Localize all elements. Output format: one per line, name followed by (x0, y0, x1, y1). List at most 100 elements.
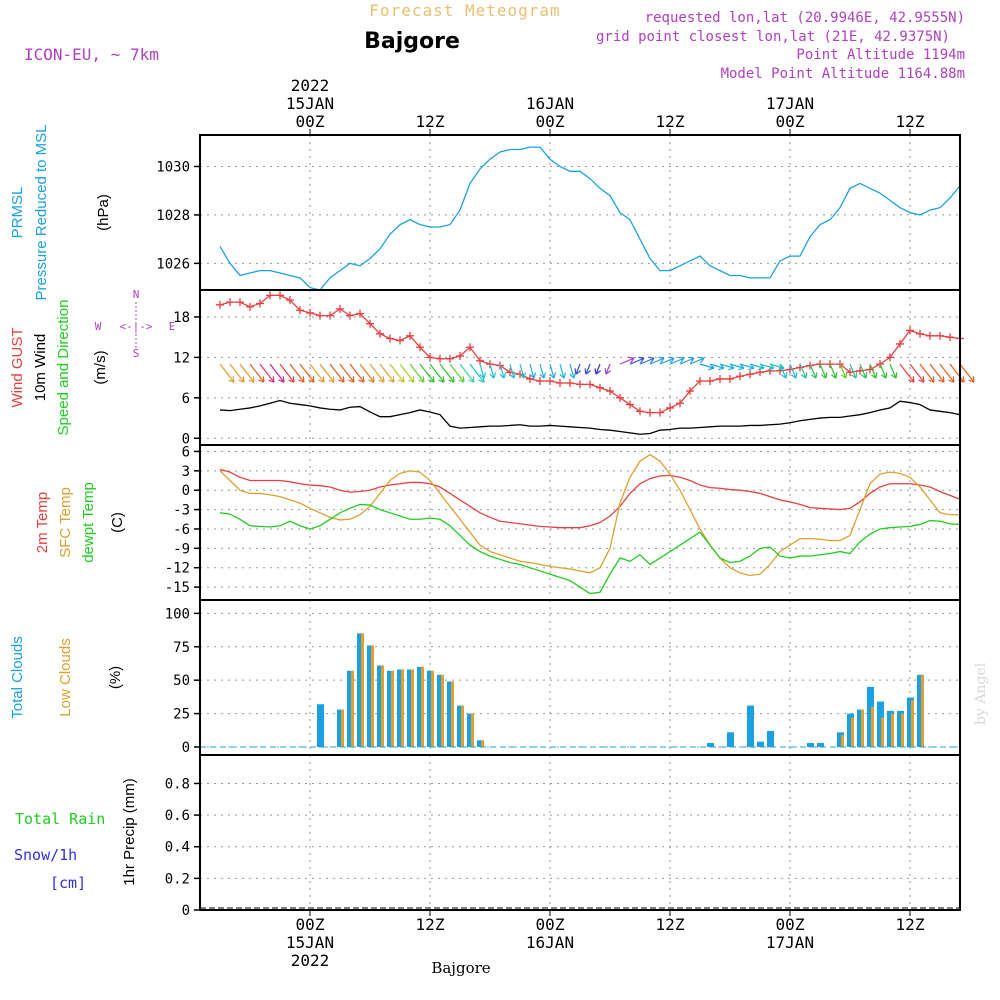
wind-arrow (639, 357, 655, 365)
total-cloud-bar (727, 732, 734, 747)
gust-marker (246, 302, 254, 311)
series-2m-temp (219, 468, 961, 529)
gust-marker (276, 291, 284, 300)
wind-arrow (575, 363, 581, 375)
wind-arrow (509, 363, 515, 379)
gust-marker (216, 300, 224, 309)
wind-arrow (719, 363, 735, 369)
y-tick-label: -9 (173, 541, 190, 557)
wind-arrow (819, 363, 827, 379)
wind-arrow-head (549, 372, 557, 379)
wind-arrow-head (529, 372, 537, 379)
series-prmsl (219, 146, 961, 291)
wind-arrow-head (658, 356, 665, 364)
gust-marker (746, 370, 754, 379)
bottom-time-label: 12Z (416, 915, 445, 934)
y-tick-label: 12 (173, 350, 190, 366)
gust-marker (706, 376, 714, 385)
closest-coords: grid point closest lon,lat (21E, 42.9375… (596, 29, 950, 45)
total-cloud-bar (397, 669, 404, 747)
wind-arrow (709, 363, 725, 369)
wind-arrow (549, 363, 555, 379)
wind-arrow (499, 363, 505, 379)
wind-arrow (869, 363, 877, 379)
gust-marker (236, 298, 244, 307)
wind-arrow-head (850, 372, 858, 379)
top-time-label: 00Z (776, 112, 805, 131)
gust-marker (606, 387, 614, 396)
location-title: Bajgore (364, 29, 460, 54)
y-tick-label: 75 (173, 640, 190, 656)
wind-arrow (889, 363, 897, 379)
wind-arrow (409, 363, 425, 383)
gust-marker (646, 408, 654, 417)
gust-marker (816, 360, 824, 369)
outer-label: PRMSL (9, 187, 26, 239)
total-cloud-bar (907, 697, 914, 747)
low-cloud-bar (371, 645, 374, 747)
wind-arrow (939, 363, 955, 383)
wind-arrow-head (860, 372, 868, 379)
low-cloud-bar (851, 717, 854, 747)
low-cloud-bar (871, 706, 874, 747)
outer-label: Low Clouds (57, 638, 74, 716)
gust-marker (546, 376, 554, 385)
gust-marker (336, 304, 344, 313)
top-time-label: 16JAN (526, 94, 574, 113)
wind-arrow-head (228, 376, 235, 383)
wind-arrow (899, 363, 915, 383)
y-tick-label: 0.2 (165, 871, 190, 887)
gust-marker (836, 360, 844, 369)
low-cloud-bar (361, 633, 364, 747)
gust-marker (556, 379, 564, 387)
total-cloud-bar (767, 730, 774, 747)
gust-marker (316, 311, 324, 320)
wind-arrow (859, 363, 867, 379)
wind-arrow (449, 363, 465, 383)
total-cloud-bar (477, 740, 484, 747)
panel-frame (199, 444, 961, 601)
y-tick-label: 50 (173, 673, 190, 689)
wind-arrow-head (870, 372, 878, 379)
total-cloud-bar (407, 669, 414, 747)
wind-arrow (419, 363, 435, 383)
low-cloud-bar (881, 717, 884, 747)
wind-arrow (729, 363, 745, 369)
total-cloud-bar (317, 704, 324, 747)
wind-arrow (669, 357, 685, 365)
series-dewpt-temp (219, 503, 961, 595)
gust-marker (576, 380, 584, 389)
wind-arrow-head (248, 376, 255, 383)
panel-frame (199, 754, 961, 911)
wind-arrow (429, 363, 445, 383)
low-cloud-bar (391, 670, 394, 747)
total-cloud-bar (707, 742, 714, 747)
wind-arrow (809, 363, 817, 379)
wind-arrow (569, 363, 575, 379)
gust-marker (466, 343, 474, 352)
wind-arrow-head (908, 376, 915, 383)
gust-marker (526, 374, 534, 383)
wind-arrow-head (489, 372, 497, 379)
gust-marker (446, 354, 454, 363)
outer-label-cm: [cm] (50, 874, 86, 892)
outer-label: Pressure Reduced to MSL (33, 125, 50, 301)
wind-arrow (289, 363, 305, 383)
gust-marker (476, 356, 484, 365)
y-tick-label: 1028 (156, 208, 190, 224)
wind-arrow-head (298, 376, 305, 383)
compass-e: E (169, 320, 176, 333)
outer-label: SFC Temp (57, 487, 74, 558)
low-cloud-bar (451, 681, 454, 747)
wind-arrow (299, 363, 315, 383)
wind-arrow (585, 363, 591, 375)
point-altitude: Point Altitude 1194m (796, 47, 965, 63)
wind-arrow (929, 363, 945, 383)
wind-arrow-head (698, 356, 705, 364)
gust-marker (656, 408, 664, 417)
gust-marker (926, 331, 934, 340)
total-cloud-bar (857, 709, 864, 747)
gust-marker (406, 331, 414, 340)
wind-arrow-head (468, 376, 475, 383)
wind-arrow-head (268, 376, 275, 383)
